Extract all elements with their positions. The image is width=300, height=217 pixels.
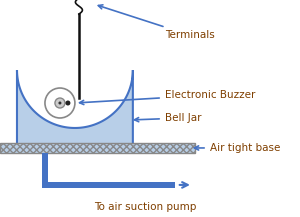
Circle shape — [55, 98, 65, 108]
Text: Terminals: Terminals — [98, 5, 214, 40]
Text: Air tight base: Air tight base — [194, 143, 280, 153]
Circle shape — [45, 88, 75, 118]
Polygon shape — [17, 70, 133, 145]
Text: To air suction pump: To air suction pump — [94, 202, 196, 212]
Bar — [42, 153, 48, 188]
Bar — [0, 143, 195, 153]
Circle shape — [58, 102, 61, 105]
Bar — [42, 182, 175, 188]
Text: Electronic Buzzer: Electronic Buzzer — [80, 90, 255, 105]
Text: Bell Jar: Bell Jar — [134, 113, 201, 123]
Bar — [0, 143, 195, 153]
Circle shape — [65, 100, 70, 105]
